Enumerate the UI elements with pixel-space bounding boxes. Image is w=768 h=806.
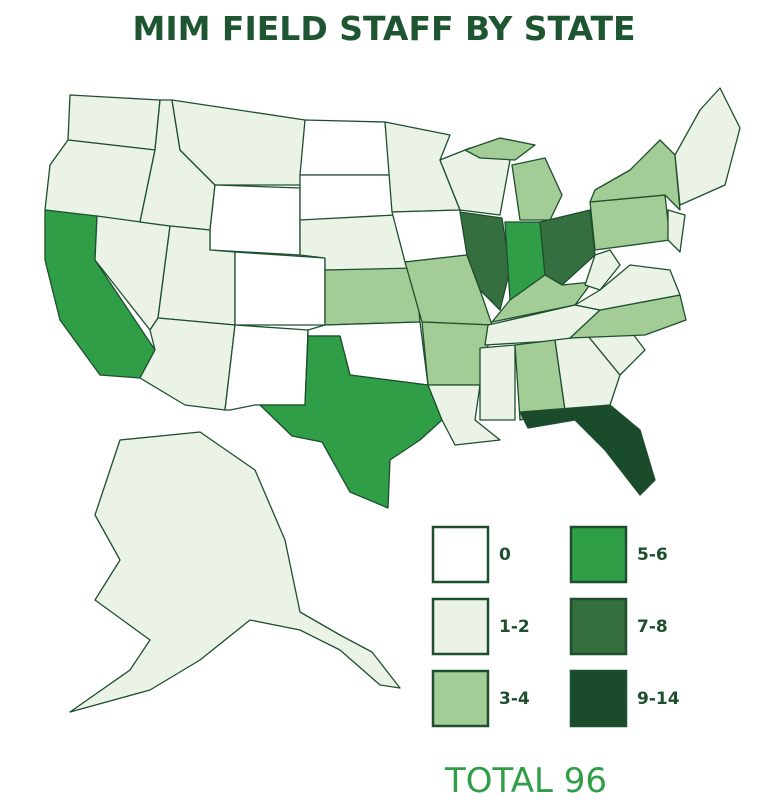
legend: 0 1-2 3-4 5-6 7-8 9-14 (431, 525, 680, 728)
state (464, 137, 536, 161)
state (667, 209, 686, 253)
state (589, 194, 671, 251)
state (459, 211, 511, 311)
legend-swatch (431, 669, 490, 728)
legend-swatch (569, 669, 628, 728)
state (479, 344, 516, 421)
state (674, 87, 741, 206)
total: TOTAL 96 (444, 761, 607, 801)
legend-label: 0 (499, 545, 511, 565)
state (584, 249, 621, 291)
state (224, 324, 309, 411)
state (324, 267, 421, 326)
state (511, 157, 563, 221)
legend-label: 5-6 (637, 545, 668, 565)
title: MIM FIELD STAFF BY STATE (132, 9, 635, 48)
state (69, 431, 401, 713)
state (171, 99, 306, 186)
state (539, 209, 596, 286)
state (299, 119, 391, 176)
state (234, 251, 326, 326)
legend-swatch (569, 525, 628, 584)
state (259, 335, 443, 509)
state (391, 209, 468, 263)
state (404, 254, 493, 326)
state (299, 174, 396, 221)
state (139, 317, 236, 411)
legend-swatch (431, 597, 490, 656)
us-map (44, 87, 741, 713)
state (209, 184, 301, 256)
state (44, 139, 156, 223)
legend-label: 3-4 (499, 689, 530, 709)
legend-swatch (569, 597, 628, 656)
state (519, 404, 656, 496)
legend-label: 1-2 (499, 617, 530, 637)
state (569, 294, 687, 339)
legend-label: 9-14 (637, 689, 680, 709)
legend-swatch (431, 525, 490, 584)
legend-label: 7-8 (637, 617, 668, 637)
